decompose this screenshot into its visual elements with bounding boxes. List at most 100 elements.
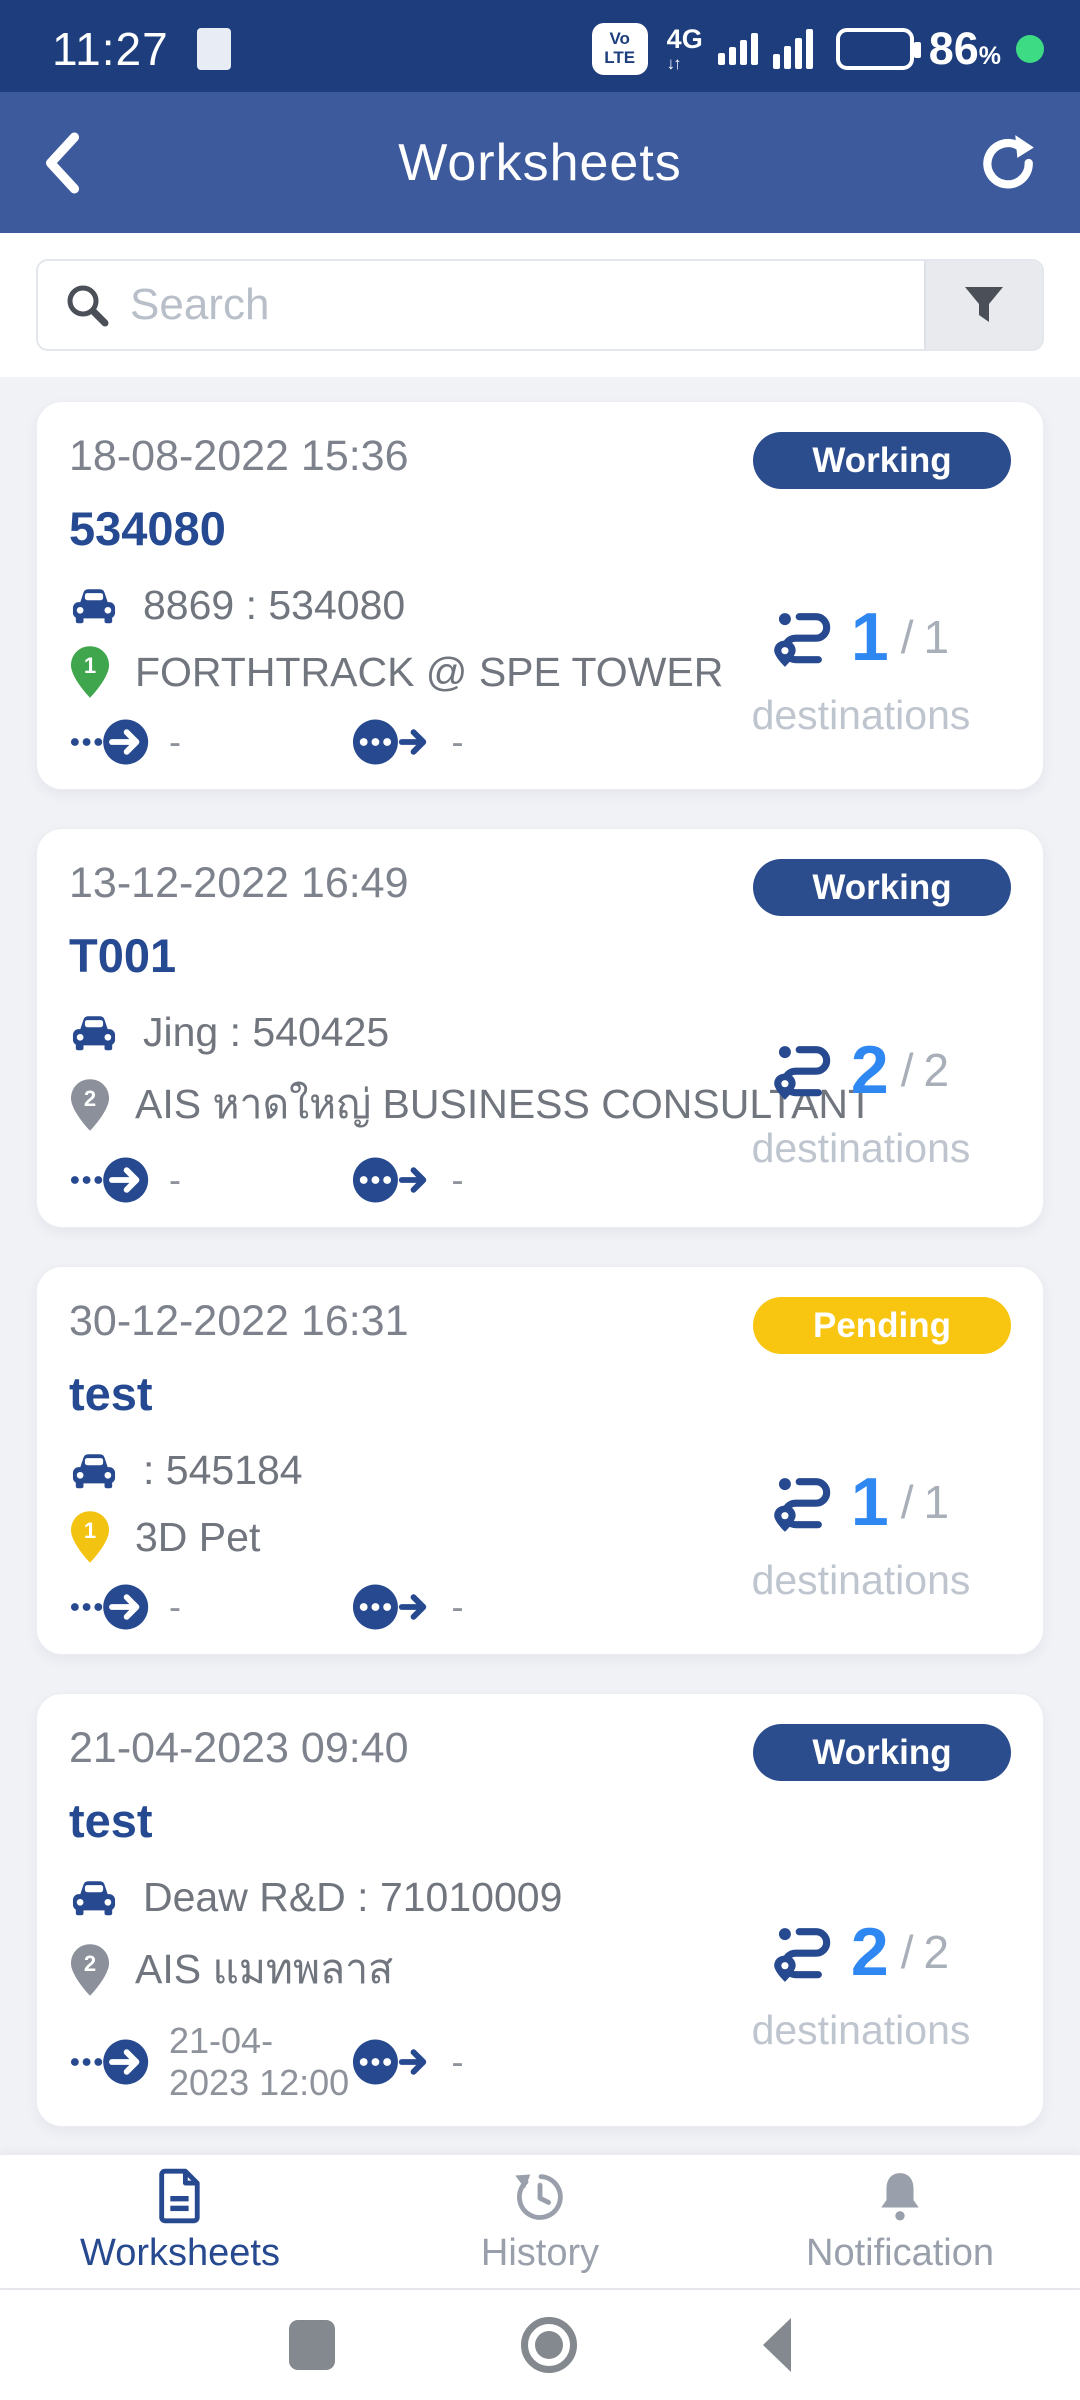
- tab-history[interactable]: History: [360, 2168, 720, 2275]
- worksheet-list: 18-08-2022 15:36 Working 534080 8869 : 5…: [0, 377, 1080, 2154]
- clock: 11:27: [52, 23, 169, 75]
- vehicle-row: : 545184: [69, 1447, 711, 1494]
- check-in-icon: [69, 1582, 155, 1632]
- destinations-summary: 2 / 2 destinations: [711, 993, 1011, 1205]
- check-times-row: - -: [69, 717, 711, 767]
- status-badge: Pending: [753, 1297, 1011, 1354]
- destinations-label: destinations: [751, 1124, 971, 1171]
- recent-apps-button[interactable]: [289, 2320, 335, 2370]
- destination-label: AIS แมทพลาส: [135, 1946, 394, 1992]
- check-times-row: - -: [69, 1155, 711, 1205]
- destinations-label: destinations: [751, 2006, 971, 2053]
- car-icon: [69, 1449, 119, 1493]
- notification-square-icon: [196, 28, 231, 70]
- check-in-icon: [69, 2037, 155, 2087]
- vehicle-row: Jing : 540425: [69, 1009, 711, 1056]
- vehicle-label: Deaw R&D : 71010009: [143, 1874, 563, 1920]
- destinations-done-count: 2: [850, 1031, 889, 1108]
- worksheet-datetime: 13-12-2022 16:49: [69, 859, 409, 907]
- battery-icon: [835, 28, 921, 70]
- car-icon: [69, 1011, 119, 1055]
- check-out-icon: [351, 1582, 437, 1632]
- tab-notification[interactable]: Notification: [720, 2168, 1080, 2275]
- destinations-summary: 2 / 2 destinations: [711, 1858, 1011, 2104]
- vehicle-row: 8869 : 534080: [69, 582, 711, 629]
- worksheet-title: test: [69, 1794, 153, 1847]
- check-in-icon: [69, 717, 155, 767]
- filter-button[interactable]: [924, 261, 1042, 349]
- map-pin-icon: 1: [69, 1510, 111, 1564]
- check-times-row: - -: [69, 1582, 711, 1632]
- vehicle-label: : 545184: [143, 1447, 303, 1493]
- bottom-nav: Worksheets History Notification: [0, 2154, 1080, 2288]
- stop-number: 2: [84, 1086, 96, 1111]
- stop-number: 2: [84, 1951, 96, 1976]
- destination-row: 1 3D Pet: [69, 1510, 711, 1564]
- check-out-icon: [351, 717, 437, 767]
- destinations-summary: 1 / 1 destinations: [711, 1431, 1011, 1632]
- vehicle-label: Jing : 540425: [143, 1009, 390, 1055]
- worksheet-title: 534080: [69, 502, 226, 555]
- check-in-value: -: [169, 1586, 181, 1627]
- destination-row: 1 FORTHTRACK @ SPE TOWER: [69, 645, 723, 699]
- count-separator: /: [900, 611, 914, 663]
- destinations-label: destinations: [751, 692, 971, 738]
- data-arrows-icon: ↓↑: [666, 54, 682, 73]
- notification-bell-icon: [881, 2173, 919, 2221]
- destination-row: 2 AIS แมทพลาส: [69, 1937, 711, 2002]
- destinations-summary: 1 / 1 destinations: [711, 566, 1011, 767]
- worksheet-datetime: 18-08-2022 15:36: [69, 432, 409, 480]
- destination-label: 3D Pet: [135, 1513, 261, 1560]
- worksheet-card[interactable]: 13-12-2022 16:49 Working T001 Jing : 540…: [36, 828, 1044, 1228]
- map-pin-icon: 1: [69, 645, 111, 699]
- destinations-done-count: 1: [850, 599, 889, 675]
- check-in-value: 21-04-2023 12:00: [169, 2020, 350, 2103]
- destination-row: 2 AIS หาดใหญ่ BUSINESS CONSULTANT: [69, 1072, 873, 1137]
- search-input[interactable]: [130, 280, 898, 330]
- route-icon: [773, 606, 835, 668]
- back-button[interactable]: [42, 132, 122, 194]
- destinations-total-count: 2: [923, 1043, 950, 1096]
- status-bar: 11:27 Vo LTE 4G ↓↑ 86%: [0, 0, 1080, 92]
- vehicle-label: 8869 : 534080: [143, 582, 406, 628]
- worksheet-datetime: 21-04-2023 09:40: [69, 1724, 409, 1772]
- destinations-total-count: 1: [923, 1476, 950, 1528]
- worksheet-card[interactable]: 30-12-2022 16:31 Pending test : 545184 1…: [36, 1266, 1044, 1655]
- refresh-icon: [983, 134, 1034, 189]
- app-bar: Worksheets: [0, 92, 1080, 233]
- stop-number: 1: [84, 653, 96, 678]
- map-pin-icon: 2: [69, 1943, 111, 1997]
- search-field-area: [38, 261, 924, 349]
- count-separator: /: [900, 1925, 914, 1978]
- check-out-value: -: [451, 721, 464, 762]
- destinations-done-count: 1: [850, 1464, 889, 1540]
- destination-label: FORTHTRACK @ SPE TOWER: [135, 648, 724, 695]
- search-section: [0, 233, 1080, 377]
- stop-number: 1: [84, 1518, 96, 1543]
- worksheet-title: T001: [69, 929, 177, 982]
- vehicle-row: Deaw R&D : 71010009: [69, 1874, 711, 1921]
- privacy-dot-icon: [1016, 35, 1044, 63]
- search-icon: [67, 285, 109, 327]
- home-button[interactable]: [521, 2317, 577, 2373]
- volte-icon: Vo LTE: [591, 23, 648, 75]
- route-icon: [773, 1921, 835, 1983]
- destination-label: AIS หาดใหญ่ BUSINESS CONSULTANT: [135, 1081, 874, 1127]
- android-back-button[interactable]: [763, 2318, 791, 2372]
- tab-worksheets[interactable]: Worksheets: [0, 2168, 360, 2275]
- car-icon: [69, 1876, 119, 1920]
- status-icons: Vo LTE 4G ↓↑ 86%: [591, 23, 1044, 75]
- status-badge: Working: [753, 432, 1011, 489]
- worksheet-card[interactable]: 21-04-2023 09:40 Working test Deaw R&D :…: [36, 1693, 1044, 2127]
- count-separator: /: [900, 1476, 914, 1528]
- check-in-value: -: [169, 721, 181, 762]
- check-times-row: 21-04-2023 12:00 -: [69, 2020, 711, 2104]
- destinations-total-count: 2: [923, 1925, 950, 1978]
- status-badge: Working: [753, 1724, 1011, 1781]
- page-title: Worksheets: [398, 133, 682, 192]
- refresh-button[interactable]: [958, 133, 1038, 193]
- network-type-icon: 4G ↓↑: [666, 24, 703, 73]
- check-in-icon: [69, 1155, 155, 1205]
- worksheet-card[interactable]: 18-08-2022 15:36 Working 534080 8869 : 5…: [36, 401, 1044, 790]
- battery-percent: 86%: [928, 23, 1001, 74]
